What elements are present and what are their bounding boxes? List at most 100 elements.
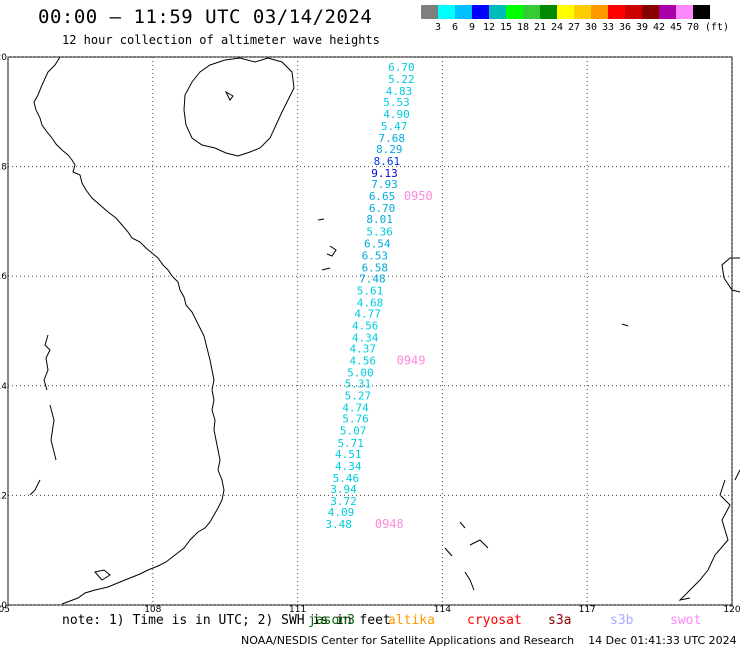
- wave-height-label: 6.53: [362, 249, 389, 262]
- islands: [317, 218, 629, 591]
- wave-height-label: 5.22: [388, 73, 415, 86]
- wave-height-label: 7.68: [378, 132, 405, 145]
- wave-height-label: 5.53: [383, 96, 410, 109]
- satellite-cryosat: cryosat: [467, 613, 522, 628]
- legend-swatch: [625, 5, 642, 19]
- wave-height-label: 3.48: [325, 518, 352, 531]
- wave-height-label: 4.74: [342, 402, 369, 415]
- wave-height-label: 8.61: [374, 155, 401, 168]
- legend-swatch: [693, 5, 710, 19]
- wave-height-label: 4.34: [335, 460, 362, 473]
- wave-height-label: 4.09: [328, 506, 355, 519]
- legend-swatch: [574, 5, 591, 19]
- wave-height-label: 4.77: [354, 307, 381, 320]
- legend-label: 30: [584, 22, 598, 33]
- wave-height-label: 5.36: [366, 225, 393, 238]
- lat-tick-label: 12: [0, 491, 7, 501]
- legend-swatch: [591, 5, 608, 19]
- satellite-s3b: s3b: [610, 613, 634, 628]
- wave-height-label: 4.56: [350, 355, 377, 368]
- credit-text: NOAA/NESDIS Center for Satellite Applica…: [241, 634, 575, 647]
- lon-tick-label: 114: [434, 605, 451, 615]
- pass-time-label: 0949: [397, 354, 426, 368]
- satellite-altika: altika: [388, 613, 435, 628]
- legend-label: 21: [533, 22, 547, 33]
- legend-label: 42: [652, 22, 666, 33]
- legend-swatch: [455, 5, 472, 19]
- legend-label: 45: [669, 22, 683, 33]
- coastline-philippines: [678, 257, 740, 601]
- satellite-jason3: jason3: [308, 613, 355, 628]
- legend-swatch: [489, 5, 506, 19]
- wave-height-label: 5.61: [357, 284, 384, 297]
- legend-label: 70: [686, 22, 700, 33]
- wave-height-label: 4.37: [350, 343, 377, 356]
- wave-height-label: 5.76: [342, 413, 369, 426]
- units-note: note: 1) Time is in UTC; 2) SWH is in fe…: [62, 613, 391, 628]
- lat-tick-label: 20: [0, 53, 7, 63]
- lon-tick-label: 117: [579, 605, 596, 615]
- wave-height-label: 4.56: [352, 320, 379, 333]
- coastline-vietnam: [29, 56, 225, 605]
- lat-tick-label: 14: [0, 382, 7, 392]
- legend-label: 39: [635, 22, 649, 33]
- altimeter-track-labels: 6.705.224.835.534.905.477.688.298.619.13…: [325, 61, 432, 531]
- wave-height-label: 3.72: [330, 495, 357, 508]
- map-title: 00:00 – 11:59 UTC 03/14/2024: [38, 6, 373, 28]
- wave-height-label: 6.70: [369, 202, 396, 215]
- map-subtitle: 12 hour collection of altimeter wave hei…: [62, 33, 380, 47]
- lat-tick-label: 16: [0, 272, 7, 282]
- legend-swatch: [421, 5, 438, 19]
- pass-time-label: 0948: [375, 517, 404, 531]
- legend-label: 18: [516, 22, 530, 33]
- legend-label: 33: [601, 22, 615, 33]
- axis-labels: 105 108 111 114 117 120 20 18 16 14 12 10: [0, 53, 740, 615]
- wave-height-label: 4.83: [386, 85, 413, 98]
- lat-tick-label: 18: [0, 163, 7, 173]
- coastline-hainan: [183, 57, 295, 157]
- legend-label: 15: [499, 22, 513, 33]
- legend-unit: (ft): [704, 22, 729, 33]
- legend-label: 24: [550, 22, 564, 33]
- wave-height-label: 6.65: [369, 190, 396, 203]
- wave-height-label: 7.93: [371, 178, 398, 191]
- wave-height-label: 8.29: [376, 143, 403, 156]
- wave-height-label: 9.13: [371, 167, 398, 180]
- wave-height-label: 5.47: [381, 120, 408, 133]
- legend-swatch: [557, 5, 574, 19]
- wave-height-legend: 3 6 9 12 15 18 21 24 27 30 33 36 39 42 45 70 (ft): [421, 5, 729, 33]
- wave-height-label: 4.68: [357, 297, 384, 310]
- lon-tick-label: 120: [723, 605, 740, 615]
- generated-timestamp: 14 Dec 01:41:33 UTC 2024: [588, 634, 737, 647]
- satellite-s3a: s3a: [548, 613, 572, 628]
- legend-label: 36: [618, 22, 632, 33]
- wave-height-label: 8.01: [366, 213, 393, 226]
- legend-label: 12: [482, 22, 496, 33]
- credit-line: NOAA/NESDIS Center for Satellite Applica…: [241, 634, 737, 647]
- legend-swatch: [523, 5, 540, 19]
- lon-tick-label: 105: [0, 605, 10, 615]
- wave-height-label: 6.70: [388, 61, 415, 74]
- wave-height-label: 6.58: [362, 261, 389, 274]
- lon-tick-label: 108: [144, 605, 161, 615]
- legend-swatch: [608, 5, 625, 19]
- satellite-swot: swot: [670, 613, 702, 628]
- wave-height-label: 5.07: [340, 425, 367, 438]
- legend-swatch: [540, 5, 557, 19]
- wave-height-label: 7.48: [359, 272, 386, 285]
- legend-swatch: [472, 5, 489, 19]
- wave-height-label: 5.31: [345, 378, 372, 391]
- legend-swatch: [438, 5, 455, 19]
- legend-label: 9: [468, 22, 476, 33]
- wave-height-label: 4.51: [335, 448, 362, 461]
- legend-swatch: [506, 5, 523, 19]
- graticule: [7, 56, 733, 606]
- legend-swatch: [659, 5, 676, 19]
- map-frame: [7, 56, 733, 606]
- legend-label: 6: [451, 22, 459, 33]
- wave-height-label: 5.27: [345, 390, 372, 403]
- legend-swatch: [676, 5, 693, 19]
- wave-height-label: 6.54: [364, 237, 391, 250]
- lon-tick-label: 111: [289, 605, 306, 615]
